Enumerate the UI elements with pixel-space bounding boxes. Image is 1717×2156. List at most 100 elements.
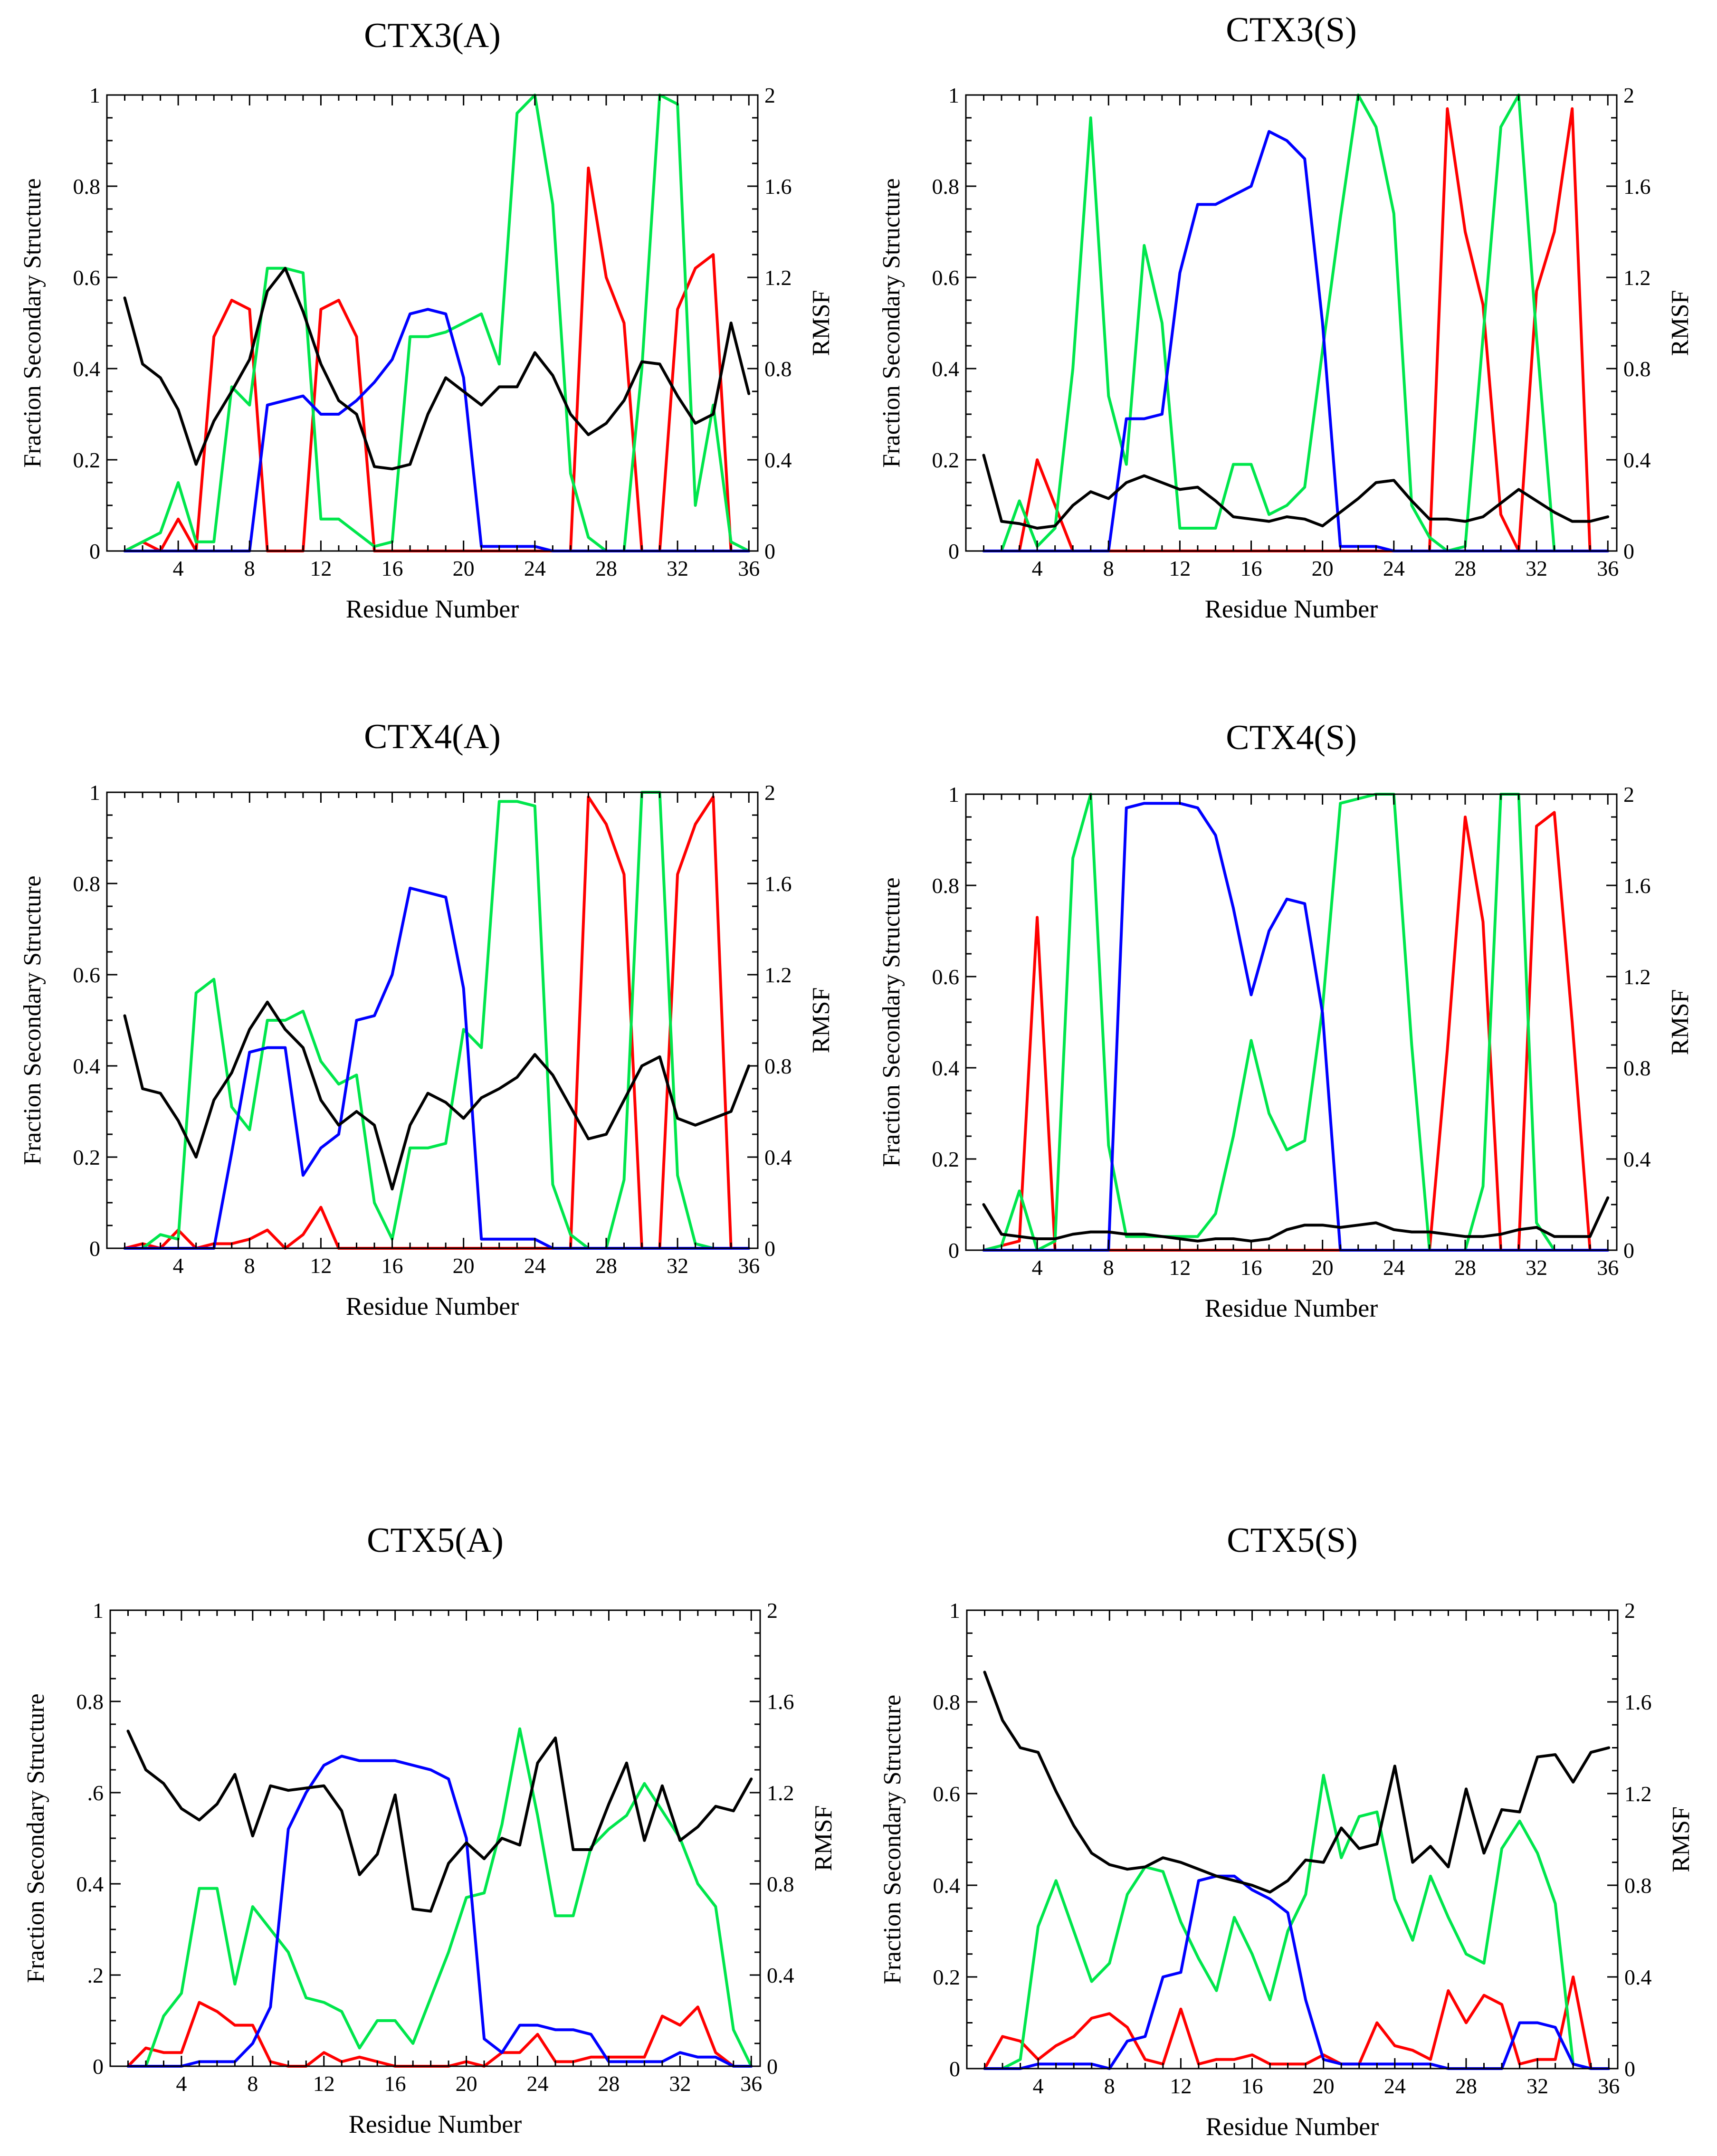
y2-axis-label: RMSF xyxy=(1668,1806,1695,1872)
y2-tick-label: 0.8 xyxy=(1624,1873,1652,1898)
y-tick-label: 0.2 xyxy=(932,1147,960,1171)
x-axis-label: Residue Number xyxy=(346,1292,519,1320)
y-tick-label: 0.8 xyxy=(73,174,101,199)
chart-panel-ctx3-a: CTX3(A)4 8 12 16 20 24 28 32 3600.20.40.60.8100.… xyxy=(19,16,835,623)
y2-axis-label: RMSF xyxy=(810,1805,837,1871)
y-tick-label: 0.2 xyxy=(73,448,101,472)
y2-tick-label: 0.8 xyxy=(1623,357,1651,381)
x-tick-label: 8 xyxy=(247,2071,258,2096)
y2-tick-label: 1.6 xyxy=(1623,874,1651,898)
x-tick-label: 36 xyxy=(1598,2074,1620,2098)
y2-tick-label: 0.4 xyxy=(1623,1147,1651,1171)
x-tick-label: 20 xyxy=(453,1254,475,1278)
series-line-green xyxy=(123,94,751,552)
chart-title: CTX4(S) xyxy=(1226,718,1356,757)
x-tick-label: 16 xyxy=(1241,2074,1263,2098)
y2-tick-label: 1.2 xyxy=(1624,1782,1652,1806)
x-tick-label: 4 xyxy=(1032,556,1043,580)
y2-tick-label: 0.4 xyxy=(767,1963,794,1987)
y2-tick-label: 0.8 xyxy=(764,1054,792,1078)
y-axis-label: Fraction Secondary Structure xyxy=(22,1693,49,1983)
y-tick-label: .6 xyxy=(87,1781,104,1805)
y2-tick-label: 2 xyxy=(764,780,775,805)
y-axis-label: Fraction Secondary Structure xyxy=(878,877,905,1167)
y2-tick-label: 2 xyxy=(1624,1598,1635,1623)
x-axis-label: Residue Number xyxy=(349,2110,522,2138)
y2-tick-label: 2 xyxy=(1623,782,1634,807)
y2-tick-label: 1.2 xyxy=(767,1781,794,1805)
y-tick-label: 0 xyxy=(948,1238,959,1263)
series-line-blue xyxy=(126,1755,753,2068)
chart-title: CTX5(A) xyxy=(367,1521,504,1560)
series-line-green xyxy=(126,1727,753,2068)
y2-tick-label: 0.8 xyxy=(764,357,792,381)
series-line-black xyxy=(126,1729,753,1913)
series-line-black xyxy=(982,454,1610,530)
x-tick-label: 16 xyxy=(1240,1255,1262,1280)
x-axis-label: Residue Number xyxy=(1205,595,1378,623)
x-tick-label: 12 xyxy=(1169,1255,1191,1280)
x-tick-label: 24 xyxy=(1383,556,1405,580)
series-line-black xyxy=(983,1671,1611,1894)
x-tick-label: 20 xyxy=(453,556,475,580)
y2-tick-label: 1.2 xyxy=(764,266,792,290)
x-tick-label: 24 xyxy=(1383,1255,1405,1280)
x-tick-label: 32 xyxy=(1526,556,1547,580)
y-tick-label: 1 xyxy=(93,1598,104,1623)
x-tick-label: 20 xyxy=(1312,556,1334,580)
y-tick-label: 0 xyxy=(93,2054,104,2079)
series-line-black xyxy=(123,266,751,471)
y-tick-label: 0.6 xyxy=(933,1782,961,1806)
x-tick-label: 4 xyxy=(1033,2074,1044,2098)
y2-tick-label: 0 xyxy=(1623,539,1634,563)
x-tick-label: 32 xyxy=(1526,2074,1548,2098)
y2-axis-label: RMSF xyxy=(1667,989,1694,1055)
x-tick-label: 36 xyxy=(740,2071,762,2096)
y2-tick-label: 2 xyxy=(767,1598,778,1623)
x-tick-label: 12 xyxy=(313,2071,335,2096)
y2-tick-label: 0.4 xyxy=(764,1145,792,1169)
y2-tick-label: 0 xyxy=(1624,2057,1635,2081)
x-tick-label: 28 xyxy=(1455,2074,1477,2098)
y2-axis-label: RMSF xyxy=(808,290,835,356)
y2-tick-label: 1.2 xyxy=(1623,965,1651,989)
y-tick-label: 0.8 xyxy=(76,1690,104,1714)
x-tick-label: 16 xyxy=(1240,556,1262,580)
y-tick-label: 0.2 xyxy=(933,1965,961,1989)
y-tick-label: 0 xyxy=(89,539,100,563)
x-tick-label: 28 xyxy=(1454,1255,1476,1280)
y-tick-label: 1 xyxy=(948,83,959,107)
chart-panel-ctx5-s: CTX5(S)4 8 12 16 20 24 28 32 3600.20.40.60.8100.… xyxy=(879,1521,1695,2141)
y-axis-label: Fraction Secondary Structure xyxy=(879,1695,906,1984)
y-tick-label: 0.8 xyxy=(932,874,960,898)
y-tick-label: 1 xyxy=(89,780,100,805)
y-tick-label: 0.4 xyxy=(933,1873,961,1898)
y2-tick-label: 0 xyxy=(767,2054,778,2079)
x-tick-label: 36 xyxy=(738,1254,760,1278)
y2-tick-label: 1.6 xyxy=(764,872,792,896)
y-tick-label: 0.4 xyxy=(73,1054,101,1078)
y2-tick-label: 0.4 xyxy=(1624,1965,1652,1989)
y2-tick-label: 0.8 xyxy=(767,1872,794,1896)
x-axis-label: Residue Number xyxy=(1206,2112,1379,2141)
y-axis-label: Fraction Secondary Structure xyxy=(19,875,46,1165)
y-tick-label: 0.8 xyxy=(933,1690,961,1714)
y2-tick-label: 0.4 xyxy=(1623,448,1651,472)
y2-axis-label: RMSF xyxy=(1667,290,1694,356)
y2-tick-label: 2 xyxy=(764,83,775,107)
x-tick-label: 16 xyxy=(384,2071,406,2096)
x-tick-label: 28 xyxy=(1454,556,1476,580)
chart-panel-ctx5-a: CTX5(A)4 8 12 16 20 24 28 32 360.20.4.60.8100.40… xyxy=(22,1521,837,2138)
y2-tick-label: 2 xyxy=(1623,83,1634,107)
y-tick-label: .2 xyxy=(87,1963,104,1987)
chart-title: CTX4(A) xyxy=(364,717,501,756)
x-tick-label: 24 xyxy=(1384,2074,1406,2098)
x-tick-label: 4 xyxy=(1032,1255,1043,1280)
x-axis-label: Residue Number xyxy=(346,595,519,623)
x-tick-label: 28 xyxy=(595,556,617,580)
y-tick-label: 1 xyxy=(949,1598,960,1623)
x-tick-label: 20 xyxy=(456,2071,477,2096)
x-tick-label: 12 xyxy=(310,1254,332,1278)
series-line-green xyxy=(983,1774,1611,2070)
